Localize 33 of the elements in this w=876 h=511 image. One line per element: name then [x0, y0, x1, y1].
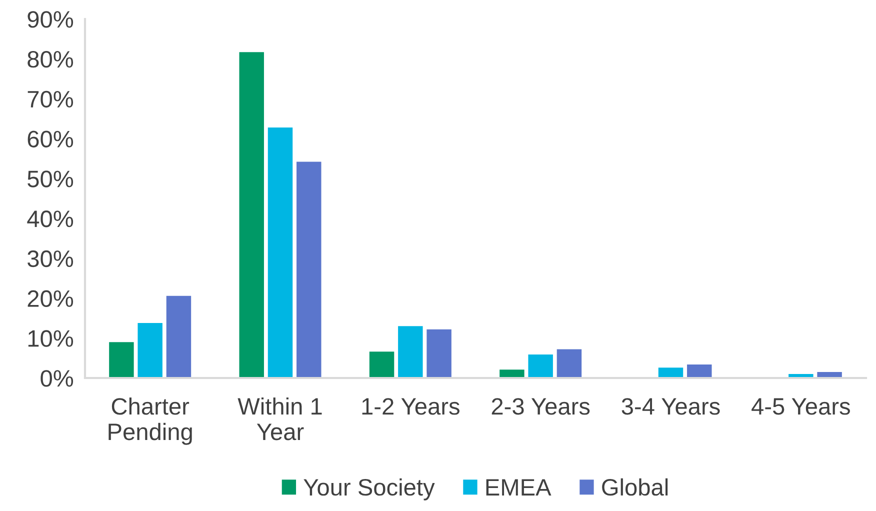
x-tick-label: Charter Pending: [108, 397, 192, 445]
y-tick-label: 20%: [28, 290, 74, 308]
bar: [426, 329, 452, 378]
y-tick-label: 10%: [28, 330, 74, 347]
bar: [138, 322, 162, 378]
bar: [687, 364, 712, 378]
bar: [658, 368, 684, 378]
y-tick-label: 60%: [28, 130, 74, 148]
bar: [296, 162, 322, 378]
bar: [528, 354, 553, 378]
bar: [556, 349, 582, 378]
y-tick-label: 90%: [28, 11, 74, 28]
legend-label: Global: [602, 478, 668, 496]
y-tick-label: 30%: [28, 250, 74, 268]
y-tick-label: 50%: [28, 170, 74, 188]
y-tick-label: 0%: [40, 370, 74, 387]
y-tick-label: 80%: [28, 50, 74, 68]
bar: [398, 326, 423, 378]
x-tick-label: 2-3 Years: [492, 398, 590, 415]
legend-label: EMEA: [486, 479, 552, 496]
x-tick-label: 1-2 Years: [362, 398, 460, 415]
bar: [369, 352, 394, 378]
bar: [268, 128, 293, 378]
y-tick-label: 70%: [28, 90, 74, 108]
bar: [109, 342, 134, 378]
bar: [500, 370, 524, 378]
legend-label: Your Society: [304, 478, 435, 500]
bar: [239, 52, 264, 378]
x-tick-label: 3-4 Years: [622, 398, 720, 415]
x-tick-label: 4-5 Years: [752, 398, 850, 415]
y-tick-label: 40%: [27, 210, 74, 228]
bar: [166, 296, 192, 378]
x-tick-label: Within 1 Year: [238, 397, 322, 440]
